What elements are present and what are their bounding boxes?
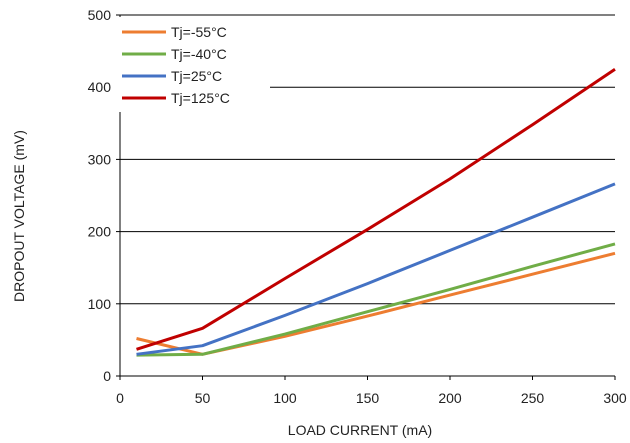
y-tick-label-0: 0	[103, 368, 111, 384]
x-tick-label-150: 150	[356, 390, 380, 406]
x-tick-label-250: 250	[521, 390, 545, 406]
legend-item-tj-125: Tj=125°C	[122, 90, 230, 106]
y-tick-label-300: 300	[88, 151, 112, 167]
tick-labels: 0 100 200 300 400 500 0 50 100 150 200 250 300	[88, 7, 627, 406]
legend-item-tj-minus40: Tj=-40°C	[122, 46, 227, 62]
legend-label-tj-125: Tj=125°C	[171, 90, 230, 106]
legend-label-tj-25: Tj=25°C	[171, 68, 222, 84]
x-tick-label-200: 200	[438, 390, 462, 406]
x-axis-title: LOAD CURRENT (mA)	[288, 422, 432, 438]
y-tick-label-200: 200	[88, 224, 112, 240]
legend-label-tj-minus40: Tj=-40°C	[171, 46, 227, 62]
series-line-tj-25	[136, 182, 616, 356]
y-axis-title: DROPOUT VOLTAGE (mV)	[11, 130, 27, 302]
x-tick-label-100: 100	[273, 390, 297, 406]
y-tick-label-500: 500	[88, 7, 112, 23]
series-line-tj-125	[136, 67, 616, 351]
y-tick-label-100: 100	[88, 296, 112, 312]
x-tick-label-0: 0	[116, 390, 124, 406]
x-tick-label-300: 300	[603, 390, 627, 406]
series-line-tj-minus40	[136, 242, 616, 357]
legend-label-tj-minus55: Tj=-55°C	[171, 24, 227, 40]
legend-item-tj-25: Tj=25°C	[122, 68, 222, 84]
series-lines	[136, 67, 616, 357]
x-tick-label-50: 50	[195, 390, 211, 406]
legend-item-tj-minus55: Tj=-55°C	[122, 24, 227, 40]
y-tick-label-400: 400	[88, 79, 112, 95]
legend: Tj=-55°C Tj=-40°C Tj=25°C Tj=125°C	[114, 17, 270, 112]
